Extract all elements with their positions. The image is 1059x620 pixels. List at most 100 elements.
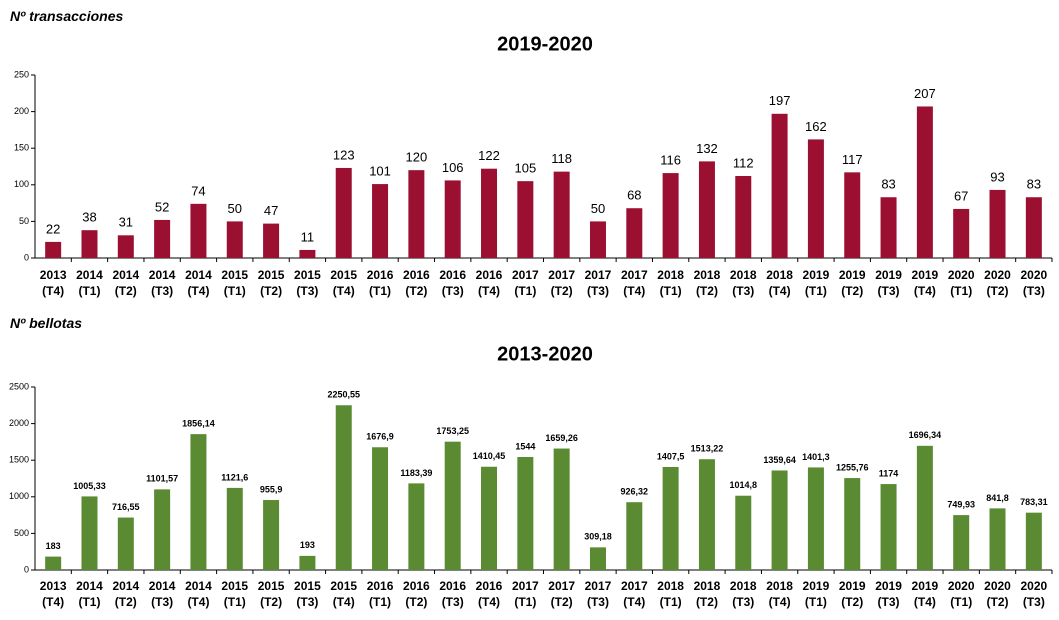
- bar: [444, 441, 461, 570]
- x-tick-label: 2017 (T1): [511, 579, 539, 609]
- x-tick-label: 2019 (T3): [875, 579, 902, 609]
- value-label: 122: [478, 148, 500, 163]
- bar: [263, 500, 280, 570]
- x-tick-label: 2019 (T1): [802, 579, 830, 609]
- value-label: 117: [842, 152, 863, 167]
- bar: [408, 170, 425, 258]
- bar: [1025, 512, 1042, 570]
- bar: [335, 167, 352, 258]
- x-tick-label: 2017 (T4): [620, 268, 648, 298]
- bar: [880, 484, 897, 570]
- x-tick-label: 2016 (T3): [439, 579, 467, 609]
- value-label: 1401,3: [802, 452, 830, 462]
- x-tick-label: 2018 (T1): [657, 579, 684, 609]
- x-tick-label: 2014 (T2): [112, 268, 140, 298]
- value-label: 93: [990, 169, 1004, 184]
- bar: [1025, 197, 1042, 258]
- bar: [989, 508, 1006, 570]
- x-tick-label: 2016 (T4): [475, 579, 503, 609]
- x-tick-label: 2019 (T2): [838, 268, 866, 298]
- y-tick-label: 200: [14, 106, 29, 116]
- value-label: 193: [300, 540, 315, 550]
- bar: [807, 467, 824, 570]
- chart-annotation: Nº transacciones: [10, 8, 124, 24]
- x-tick-label: 2016 (T1): [366, 579, 394, 609]
- value-label: 1359,64: [763, 455, 796, 465]
- x-tick-label: 2016 (T1): [366, 268, 394, 298]
- bar: [916, 106, 933, 258]
- x-tick-label: 2018 (T3): [729, 579, 757, 609]
- x-tick-label: 2013 (T4): [39, 268, 67, 298]
- x-tick-label: 2017 (T2): [548, 268, 575, 298]
- x-tick-label: 2018 (T3): [729, 268, 757, 298]
- bar: [698, 161, 715, 258]
- x-tick-label: 2020 (T3): [1020, 268, 1048, 298]
- y-tick-label: 0: [24, 252, 29, 262]
- x-tick-label: 2013 (T4): [39, 579, 67, 609]
- value-label: 50: [591, 201, 605, 216]
- value-label: 1255,76: [836, 462, 869, 472]
- bar: [45, 556, 62, 570]
- x-tick-label: 2017 (T1): [511, 268, 539, 298]
- bar: [117, 517, 134, 570]
- value-label: 74: [191, 183, 205, 198]
- bar: [589, 547, 606, 570]
- value-label: 2250,55: [327, 390, 360, 400]
- value-label: 118: [551, 151, 572, 166]
- value-label: 83: [881, 177, 895, 192]
- value-label: 162: [805, 119, 827, 134]
- bar: [844, 172, 861, 258]
- bar: [408, 483, 425, 570]
- x-tick-label: 2018 (T4): [766, 268, 793, 298]
- x-tick-label: 2017 (T2): [548, 579, 575, 609]
- value-label: 68: [627, 188, 641, 203]
- y-tick-label: 250: [14, 69, 29, 79]
- bar: [372, 447, 389, 570]
- bar: [45, 241, 62, 258]
- x-tick-label: 2016 (T2): [403, 268, 430, 298]
- x-tick-label: 2020 (T1): [947, 268, 975, 298]
- bar: [844, 478, 861, 570]
- x-tick-label: 2015 (T4): [330, 579, 358, 609]
- bar: [589, 221, 606, 258]
- bar: [117, 235, 134, 258]
- value-label: 83: [1027, 177, 1041, 192]
- x-tick-label: 2019 (T4): [911, 268, 939, 298]
- bar: [626, 208, 643, 258]
- bar: [698, 459, 715, 570]
- value-label: 197: [769, 93, 791, 108]
- bar: [735, 176, 752, 258]
- y-tick-label: 0: [24, 564, 29, 574]
- value-label: 106: [442, 160, 464, 175]
- x-tick-label: 2020 (T1): [947, 579, 975, 609]
- value-label: 112: [733, 155, 754, 170]
- y-tick-label: 50: [19, 216, 29, 226]
- value-label: 38: [82, 210, 96, 225]
- value-label: 1183,39: [400, 468, 432, 478]
- bar: [481, 168, 498, 258]
- value-label: 1696,34: [909, 430, 942, 440]
- chart-title: 2019-2020: [497, 33, 593, 55]
- x-tick-label: 2020 (T3): [1020, 579, 1048, 609]
- bar: [481, 466, 498, 570]
- value-label: 31: [119, 215, 133, 230]
- value-label: 1121,6: [221, 472, 248, 482]
- value-label: 183: [46, 541, 61, 551]
- value-label: 1407,5: [657, 451, 685, 461]
- x-tick-label: 2020 (T2): [984, 579, 1011, 609]
- x-tick-label: 2017 (T4): [620, 579, 648, 609]
- y-tick-label: 1500: [9, 455, 29, 465]
- bar: [154, 219, 171, 258]
- value-label: 1856,14: [182, 419, 215, 429]
- value-label: 47: [264, 203, 278, 218]
- y-tick-label: 100: [14, 179, 29, 189]
- value-label: 1753,25: [436, 426, 469, 436]
- value-label: 1014,8: [730, 480, 758, 490]
- y-tick-label: 500: [14, 528, 29, 538]
- bar: [771, 470, 788, 570]
- x-tick-label: 2015 (T2): [257, 579, 285, 609]
- value-label: 1005,33: [73, 481, 106, 491]
- value-label: 783,31: [1020, 497, 1048, 507]
- bar: [807, 139, 824, 258]
- y-tick-label: 2000: [9, 418, 29, 428]
